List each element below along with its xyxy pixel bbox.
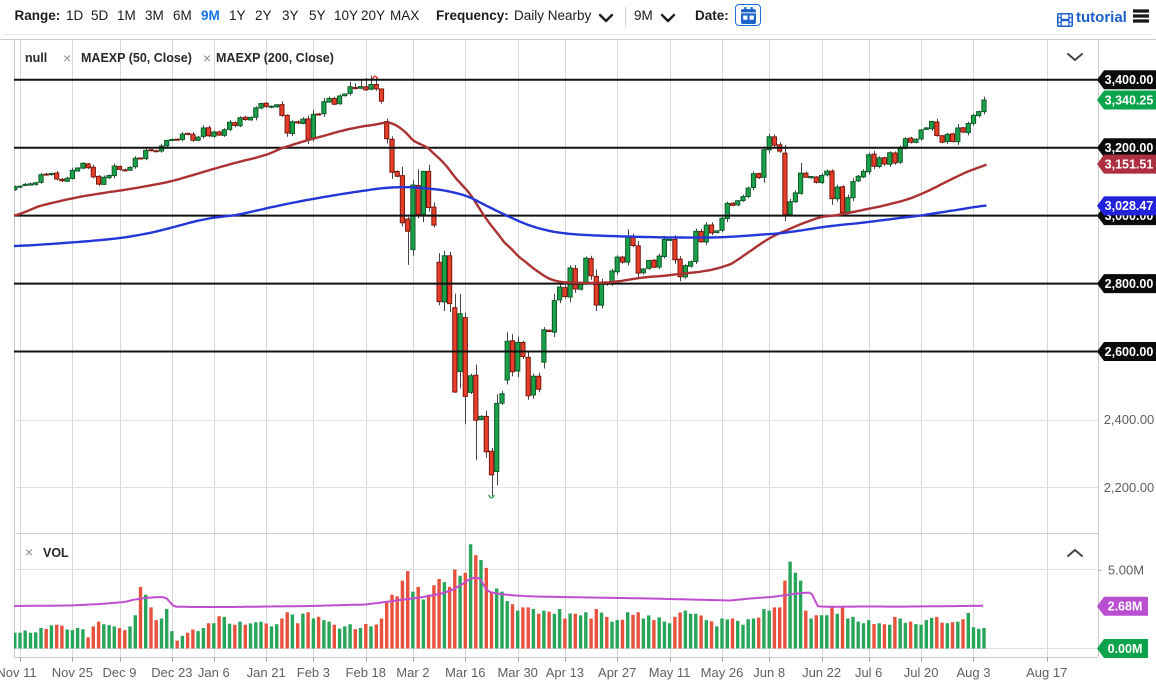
svg-text:Feb 3: Feb 3 <box>297 665 330 680</box>
svg-text:Aug 3: Aug 3 <box>957 665 991 680</box>
svg-text:2,600.00: 2,600.00 <box>1105 345 1154 359</box>
svg-text:MAEXP (50, Close): MAEXP (50, Close) <box>81 51 192 65</box>
svg-text:VOL: VOL <box>43 546 69 560</box>
svg-text:×: × <box>25 544 33 560</box>
svg-text:Nov 25: Nov 25 <box>52 665 93 680</box>
svg-text:3,340.25: 3,340.25 <box>1105 93 1154 107</box>
svg-text:2,200.00: 2,200.00 <box>1104 480 1155 495</box>
svg-text:Jul 6: Jul 6 <box>855 665 882 680</box>
svg-text:Jan 6: Jan 6 <box>198 665 230 680</box>
svg-text:2,800.00: 2,800.00 <box>1105 277 1154 291</box>
svg-text:Mar 16: Mar 16 <box>445 665 485 680</box>
svg-text:3,200.00: 3,200.00 <box>1105 141 1154 155</box>
svg-text:MAEXP (200, Close): MAEXP (200, Close) <box>216 51 334 65</box>
svg-text:3,400.00: 3,400.00 <box>1105 73 1154 87</box>
svg-text:2,400.00: 2,400.00 <box>1104 412 1155 427</box>
svg-text:Feb 18: Feb 18 <box>346 665 386 680</box>
svg-text:×: × <box>203 50 211 66</box>
svg-text:3,028.47: 3,028.47 <box>1105 199 1154 213</box>
svg-text:3,151.51: 3,151.51 <box>1105 157 1154 171</box>
svg-text:May 26: May 26 <box>701 665 744 680</box>
svg-text:Nov 11: Nov 11 <box>0 665 37 680</box>
svg-text:Apr 13: Apr 13 <box>546 665 584 680</box>
svg-text:Dec 23: Dec 23 <box>151 665 192 680</box>
svg-text:Mar 2: Mar 2 <box>396 665 429 680</box>
svg-text:Apr 27: Apr 27 <box>598 665 636 680</box>
svg-text:Aug 17: Aug 17 <box>1026 665 1067 680</box>
svg-text:Jun 22: Jun 22 <box>802 665 841 680</box>
svg-text:null: null <box>25 51 47 65</box>
svg-text:Mar 30: Mar 30 <box>497 665 537 680</box>
svg-text:2.68M: 2.68M <box>1108 600 1143 614</box>
svg-text:May 11: May 11 <box>649 665 691 680</box>
svg-text:Jan 21: Jan 21 <box>247 665 286 680</box>
svg-text:Dec 9: Dec 9 <box>103 665 137 680</box>
svg-text:Jun 8: Jun 8 <box>753 665 785 680</box>
svg-text:5.00M: 5.00M <box>1108 563 1144 578</box>
svg-text:0.00M: 0.00M <box>1108 642 1143 656</box>
svg-text:Jul 20: Jul 20 <box>904 665 939 680</box>
svg-text:×: × <box>63 50 71 66</box>
